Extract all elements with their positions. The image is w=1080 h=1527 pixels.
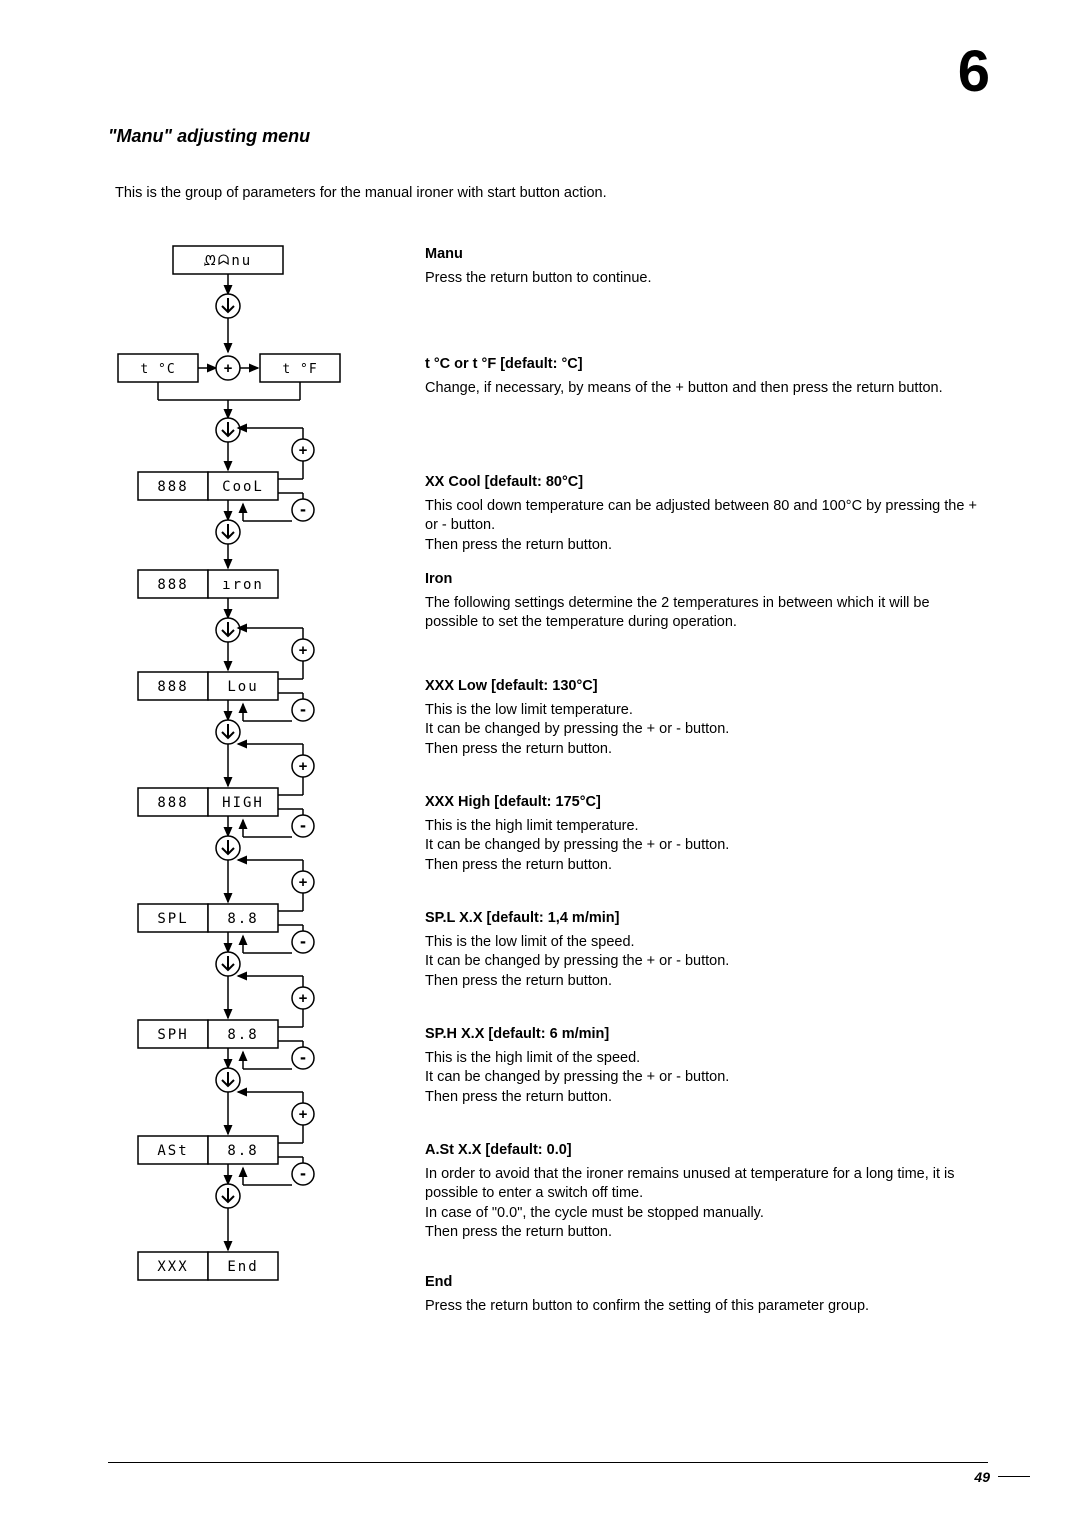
- desc-line: Then press the return button.: [425, 740, 985, 760]
- desc-line: Press the return button to continue.: [425, 269, 985, 289]
- desc-head: XXX High [default: 175°C]: [425, 793, 985, 813]
- desc-line: This is the high limit of the speed.: [425, 1049, 985, 1069]
- row-end: XXX End: [138, 1252, 278, 1280]
- desc-line: It can be changed by pressing the + or -…: [425, 836, 985, 856]
- svg-text:ıron: ıron: [222, 577, 264, 593]
- desc-line: Change, if necessary, by means of the + …: [425, 379, 985, 399]
- desc-block-8: A.St X.X [default: 0.0] In order to avoid…: [425, 1141, 985, 1243]
- svg-text:XXX: XXX: [157, 1259, 188, 1275]
- footer-rule: [108, 1462, 988, 1463]
- chapter-number: 6: [958, 38, 990, 105]
- row-sph: SPH 8.8 + -: [138, 976, 314, 1134]
- desc-block-9: End Press the return button to confirm th…: [425, 1273, 985, 1316]
- desc-block-1: t °C or t °F [default: °C] Change, if nec…: [425, 355, 985, 398]
- desc-head: Manu: [425, 245, 985, 265]
- row-cool: 888 CooL + -: [138, 428, 314, 568]
- svg-text:+: +: [299, 874, 308, 891]
- desc-block-0: Manu Press the return button to continue.: [425, 245, 985, 288]
- svg-text:+: +: [299, 1106, 308, 1123]
- row-ast: ASt 8.8 + -: [138, 1092, 314, 1250]
- plus-icon: +: [224, 360, 233, 377]
- row-iron: 888 ıron: [138, 570, 278, 670]
- desc-line: In order to avoid that the ironer remain…: [425, 1165, 985, 1204]
- svg-text:-: -: [300, 1047, 306, 1067]
- svg-text:Lou: Lou: [227, 679, 258, 695]
- svg-text:8.8: 8.8: [227, 1143, 258, 1159]
- footer-page-number: 49: [974, 1469, 990, 1485]
- desc-head: XX Cool [default: 80°C]: [425, 473, 985, 493]
- svg-text:HIGH: HIGH: [222, 795, 264, 811]
- flowchart: ᘻᗣnu t °C + t °F 888 CooL + - 888 ıron 8…: [108, 240, 448, 1420]
- desc-block-6: SP.L X.X [default: 1,4 m/min] This is the…: [425, 909, 985, 991]
- svg-text:End: End: [227, 1259, 258, 1275]
- svg-text:-: -: [300, 699, 306, 719]
- desc-head: A.St X.X [default: 0.0]: [425, 1141, 985, 1161]
- row-high: 888 HIGH + -: [138, 744, 314, 902]
- desc-line: This is the low limit temperature.: [425, 701, 985, 721]
- svg-text:888: 888: [157, 577, 188, 593]
- node-manu: ᘻᗣnu: [204, 253, 252, 269]
- desc-line: This is the low limit of the speed.: [425, 933, 985, 953]
- desc-line: This cool down temperature can be adjust…: [425, 497, 985, 536]
- row-low: 888 Lou + -: [138, 628, 314, 786]
- node-tf: t °F: [282, 362, 317, 377]
- intro-text: This is the group of parameters for the …: [115, 185, 607, 201]
- svg-text:-: -: [300, 815, 306, 835]
- svg-text:-: -: [300, 499, 306, 519]
- svg-text:+: +: [299, 990, 308, 1007]
- svg-text:-: -: [300, 931, 306, 951]
- desc-line: It can be changed by pressing the + or -…: [425, 952, 985, 972]
- svg-text:8.8: 8.8: [227, 1027, 258, 1043]
- desc-line: Then press the return button.: [425, 536, 985, 556]
- desc-line: This is the high limit temperature.: [425, 817, 985, 837]
- svg-text:888: 888: [157, 479, 188, 495]
- desc-head: t °C or t °F [default: °C]: [425, 355, 985, 375]
- desc-line: Then press the return button.: [425, 1088, 985, 1108]
- svg-text:+: +: [299, 642, 308, 659]
- svg-text:+: +: [299, 442, 308, 459]
- svg-text:+: +: [299, 758, 308, 775]
- desc-block-4: XXX Low [default: 130°C] This is the low …: [425, 677, 985, 759]
- svg-text:SPL: SPL: [157, 911, 188, 927]
- desc-block-7: SP.H X.X [default: 6 m/min] This is the h…: [425, 1025, 985, 1107]
- desc-block-5: XXX High [default: 175°C] This is the hig…: [425, 793, 985, 875]
- desc-head: XXX Low [default: 130°C]: [425, 677, 985, 697]
- desc-head: SP.H X.X [default: 6 m/min]: [425, 1025, 985, 1045]
- row-spl: SPL 8.8 + -: [138, 860, 314, 1018]
- footer-dash: [998, 1476, 1030, 1477]
- desc-line: Then press the return button.: [425, 856, 985, 876]
- desc-line: Press the return button to confirm the s…: [425, 1297, 985, 1317]
- svg-text:888: 888: [157, 679, 188, 695]
- desc-line: The following settings determine the 2 t…: [425, 594, 985, 633]
- svg-text:ASt: ASt: [157, 1143, 188, 1159]
- desc-block-3: Iron The following settings determine the…: [425, 570, 985, 633]
- desc-line: It can be changed by pressing the + or -…: [425, 1068, 985, 1088]
- desc-line: It can be changed by pressing the + or -…: [425, 720, 985, 740]
- svg-text:CooL: CooL: [222, 479, 264, 495]
- svg-text:8.8: 8.8: [227, 911, 258, 927]
- desc-line: In case of "0.0", the cycle must be stop…: [425, 1204, 985, 1224]
- desc-head: End: [425, 1273, 985, 1293]
- desc-head: Iron: [425, 570, 985, 590]
- desc-head: SP.L X.X [default: 1,4 m/min]: [425, 909, 985, 929]
- svg-text:SPH: SPH: [157, 1027, 188, 1043]
- svg-text:888: 888: [157, 795, 188, 811]
- section-title: "Manu" adjusting menu: [108, 126, 310, 147]
- desc-line: Then press the return button.: [425, 972, 985, 992]
- svg-text:-: -: [300, 1163, 306, 1183]
- desc-line: Then press the return button.: [425, 1223, 985, 1243]
- node-tc: t °C: [140, 362, 175, 377]
- desc-block-2: XX Cool [default: 80°C] This cool down te…: [425, 473, 985, 555]
